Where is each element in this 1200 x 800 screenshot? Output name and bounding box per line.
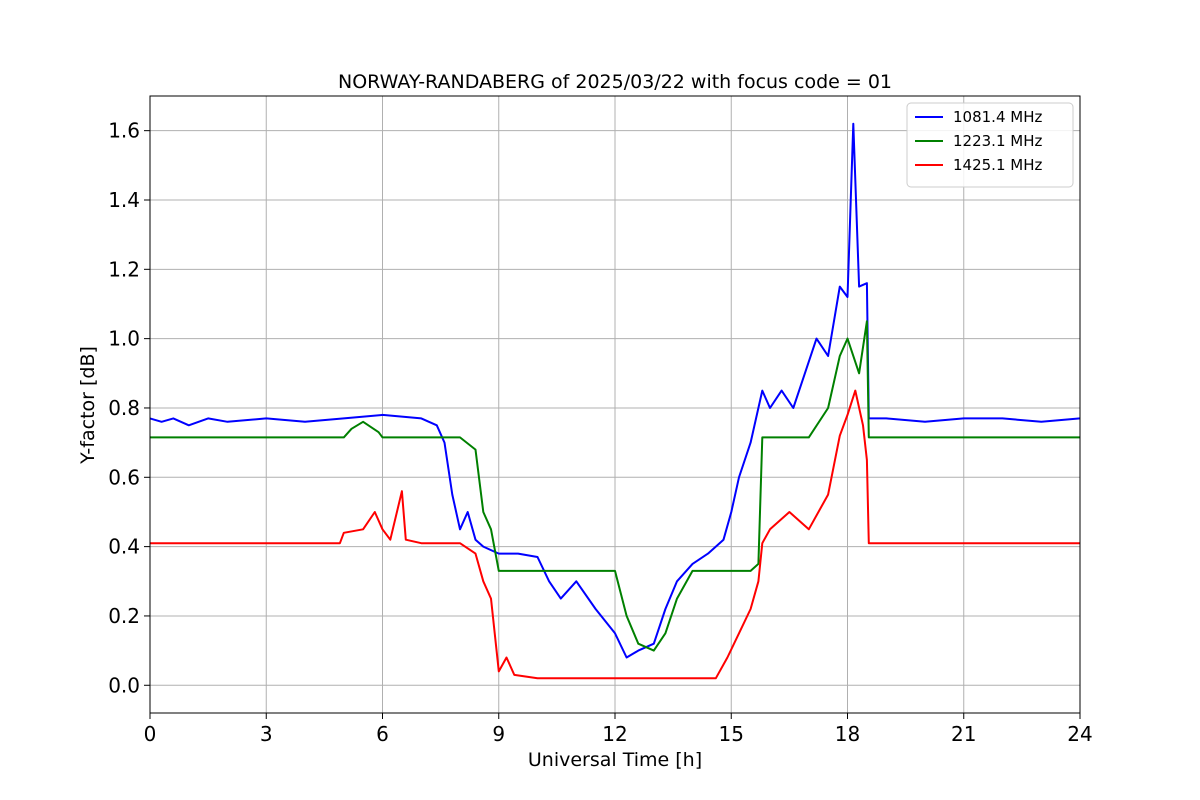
y-tick-label: 0.4: [108, 535, 140, 559]
legend: 1081.4 MHz 1223.1 MHz 1425.1 MHz: [906, 102, 1074, 188]
chart-title: NORWAY-RANDABERG of 2025/03/22 with focu…: [338, 71, 892, 93]
x-tick-label: 21: [951, 722, 976, 746]
legend-label: 1425.1 MHz: [953, 156, 1042, 174]
x-axis-label: Universal Time [h]: [528, 749, 702, 771]
x-tick-label: 6: [376, 722, 389, 746]
series-line-1223-1-mhz: [150, 320, 1080, 652]
legend-box: [906, 102, 1074, 188]
x-tick-label: 3: [260, 722, 273, 746]
y-tick-label: 1.6: [108, 119, 140, 143]
y-tick-label: 1.0: [108, 327, 140, 351]
y-axis-label: Y-factor [dB]: [77, 346, 99, 465]
y-tick-label: 1.4: [108, 188, 140, 212]
y-tick-label: 0.8: [108, 396, 140, 420]
y-tick-label: 0.6: [108, 465, 140, 489]
plot-series: [149, 122, 1081, 680]
x-tick-label: 12: [602, 722, 627, 746]
legend-label: 1081.4 MHz: [953, 108, 1042, 126]
y-tick-label: 0.0: [108, 673, 140, 697]
x-tick-label: 0: [144, 722, 157, 746]
x-tick-label: 15: [719, 722, 744, 746]
series-line-1081-4-mhz: [149, 122, 1081, 659]
ticks: 0 3 6 9 12 15 18 21 24 0.0 0.2 0.4 0.6 0.8 1.0 1.2 1.4 1.…: [108, 119, 1093, 746]
x-tick-label: 24: [1067, 722, 1092, 746]
legend-label: 1223.1 MHz: [953, 132, 1042, 150]
grid: [149, 96, 1081, 713]
x-tick-label: 9: [492, 722, 505, 746]
series-line-1425-1-mhz: [150, 389, 1080, 680]
x-tick-label: 18: [835, 722, 860, 746]
y-tick-label: 1.2: [108, 257, 140, 281]
y-tick-label: 0.2: [108, 604, 140, 628]
